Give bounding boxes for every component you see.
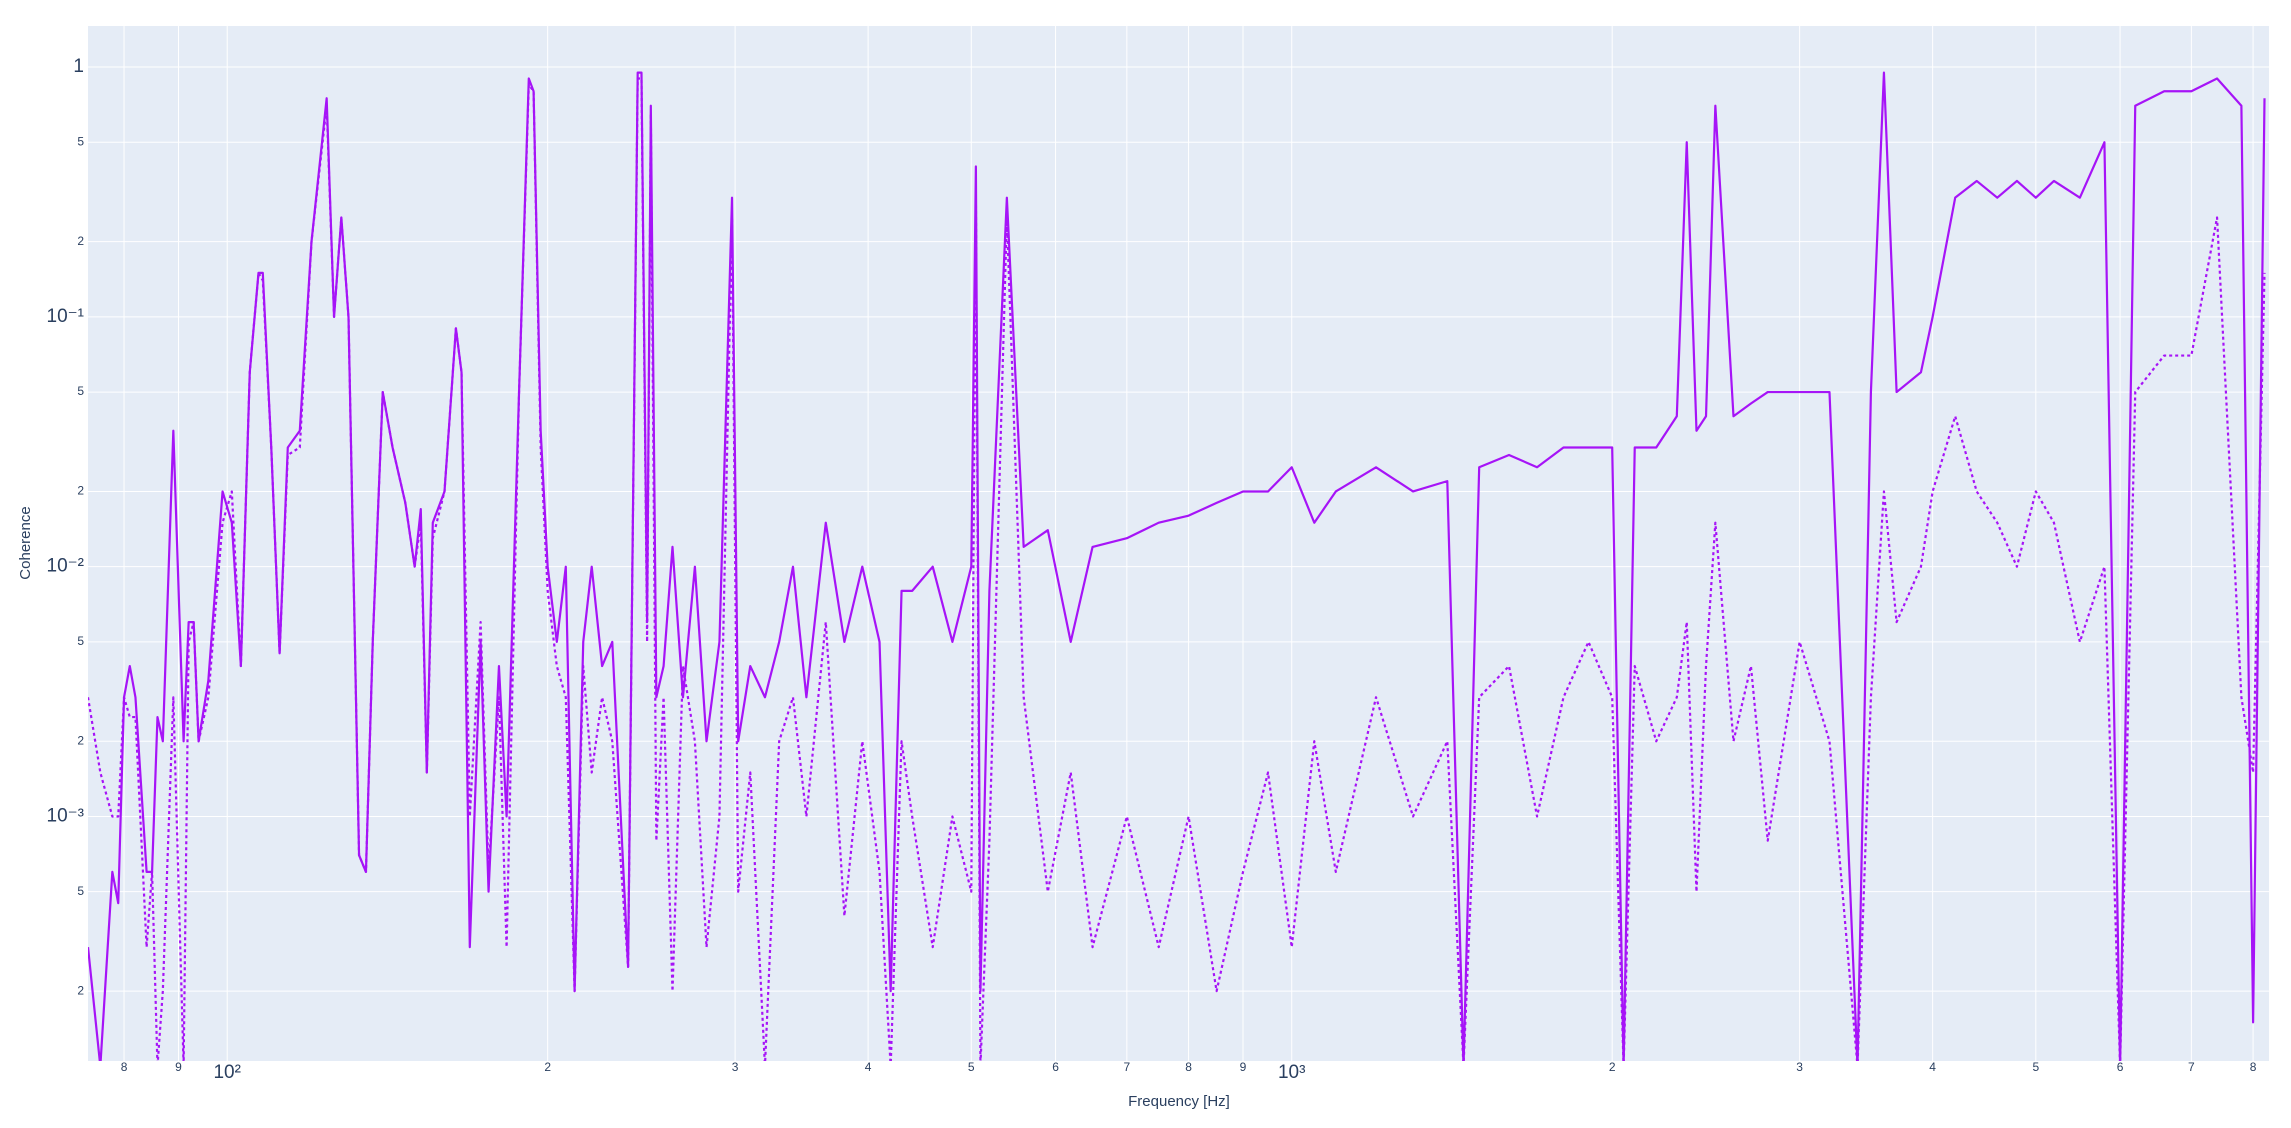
x-tick-label: 3 (1796, 1060, 1803, 1074)
x-tick-label: 10² (213, 1062, 240, 1083)
x-tick-label: 3 (732, 1060, 739, 1074)
x-tick-label: 7 (1123, 1060, 1130, 1074)
plot-background (88, 26, 2269, 1061)
y-tick-label: 10⁻² (47, 556, 85, 577)
x-tick-label: 4 (1929, 1060, 1936, 1074)
x-tick-label: 8 (1185, 1060, 1192, 1074)
y-tick-label: 2 (77, 234, 84, 248)
x-tick-label: 9 (1240, 1060, 1247, 1074)
x-tick-label: 8 (121, 1060, 128, 1074)
x-tick-label: 5 (968, 1060, 975, 1074)
y-tick-label: 2 (77, 484, 84, 498)
series-line (88, 77, 2266, 1061)
grid (88, 26, 2269, 1061)
y-tick-label: 5 (77, 384, 84, 398)
x-tick-label: 6 (1052, 1060, 1059, 1074)
y-tick-label: 5 (77, 634, 84, 648)
tick-labels: 8 9 10² 2 3 4 5 6 7 8 9 10³ 2 3 4 5 6 7 8 1 5 2 10⁻¹ 5 2 10⁻² 5 2 10… (47, 56, 2257, 1083)
series-line (88, 71, 2266, 1061)
y-tick-label: 10⁻³ (47, 805, 85, 826)
x-tick-label: 6 (2117, 1060, 2124, 1074)
x-tick-label: 2 (1609, 1060, 1616, 1074)
y-tick-label: 5 (77, 134, 84, 148)
x-tick-label: 8 (2250, 1060, 2257, 1074)
x-tick-label: 2 (544, 1060, 551, 1074)
y-tick-label: 5 (77, 884, 84, 898)
x-tick-label: 4 (865, 1060, 872, 1074)
x-tick-label: 9 (175, 1060, 182, 1074)
y-tick-label: 2 (77, 733, 84, 747)
x-axis-title: Frequency [Hz] (1128, 1093, 1230, 1110)
y-tick-label: 2 (77, 983, 84, 997)
plot-lines (88, 71, 2266, 1061)
y-tick-label: 10⁻¹ (47, 306, 85, 327)
y-axis-title: Coherence (17, 506, 34, 579)
x-tick-label: 5 (2032, 1060, 2039, 1074)
x-tick-label: 10³ (1278, 1062, 1305, 1083)
y-tick-label: 1 (73, 56, 84, 77)
x-tick-label: 7 (2188, 1060, 2195, 1074)
